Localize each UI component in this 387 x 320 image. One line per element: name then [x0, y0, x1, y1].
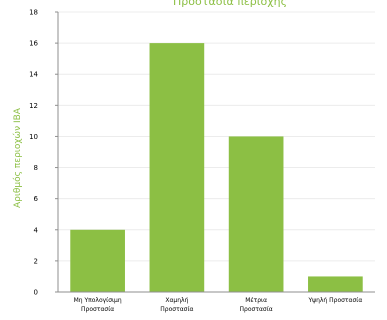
y-tick-labels: 0 2 4 6 8 10 12 14 16 18: [29, 9, 58, 297]
y-tick-label: 8: [34, 164, 38, 172]
bar: [308, 276, 363, 292]
bar: [149, 43, 205, 292]
y-tick-label: 10: [29, 133, 38, 141]
y-tick-label: 14: [29, 71, 38, 79]
y-tick-label: 16: [29, 40, 38, 48]
bar: [228, 136, 284, 292]
x-category-labels: Μη Υπολογίσιμη Προστασία Χαμηλή Προστασία Μέ…: [74, 297, 363, 313]
y-tick-label: 4: [34, 226, 39, 234]
gridlines: [58, 11, 375, 262]
x-category-label: Μη Υπολογίσιμη Προστασία: [74, 297, 122, 313]
y-tick-label: 6: [34, 195, 39, 203]
bar: [70, 229, 125, 292]
chart-title: Προστασία περιοχής: [173, 0, 287, 8]
y-tick-label: 2: [34, 257, 38, 265]
y-tick-label: 0: [34, 289, 38, 297]
x-category-label: Υψηλή Προστασία: [307, 297, 362, 304]
x-category-label: Χαμηλή Προστασία: [160, 297, 193, 313]
y-tick-label: 12: [29, 102, 38, 110]
bars: [70, 43, 363, 292]
y-axis-label: Αριθμός περιοχών IBA: [12, 107, 23, 208]
x-category-label: Μέτρια Προστασία: [240, 297, 273, 313]
y-tick-label: 18: [29, 9, 38, 17]
